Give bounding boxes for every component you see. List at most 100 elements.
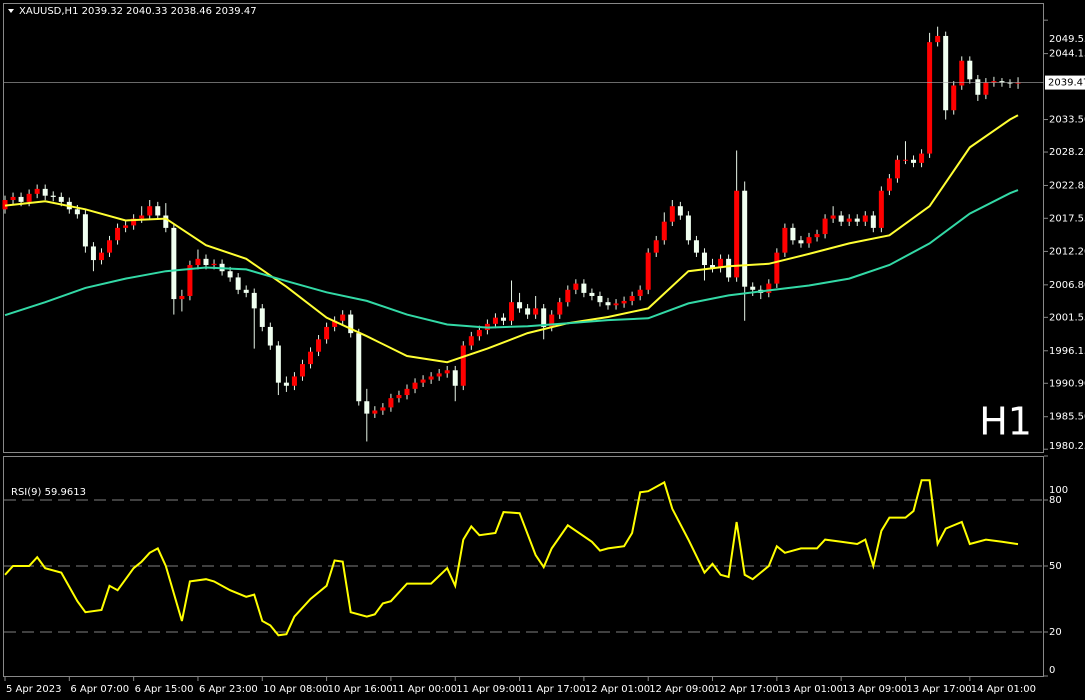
y-tick-label: 80 <box>1049 495 1062 506</box>
candle-body <box>476 330 482 337</box>
candle-body <box>251 292 257 309</box>
candle-body <box>750 286 756 290</box>
candle-body <box>509 302 515 321</box>
moving-average-line <box>4 189 1019 329</box>
candle-body <box>428 376 434 380</box>
candle-body <box>139 215 145 219</box>
candle-body <box>235 277 241 290</box>
rsi-header: RSI(9) 59.9613 <box>11 487 86 498</box>
candle-body <box>661 221 667 241</box>
candle-body <box>131 218 137 226</box>
y-tick-label: 100 <box>1049 485 1068 496</box>
y-tick-label: 2044.15 <box>1049 49 1085 60</box>
candle-body <box>324 326 330 340</box>
candle-body <box>774 252 780 284</box>
candle-body <box>316 339 322 352</box>
candle-body <box>854 218 860 222</box>
timeframe-annotation: H1 <box>979 400 1032 444</box>
candle-body <box>846 218 852 222</box>
candle-body <box>340 314 346 321</box>
candle-body <box>549 314 555 327</box>
candle-body <box>701 252 707 266</box>
candle-body <box>26 193 32 202</box>
candle-body <box>878 190 884 228</box>
candle-body <box>42 188 48 196</box>
candle-body <box>58 196 64 202</box>
candle-body <box>734 190 740 278</box>
candle-body <box>227 271 233 278</box>
candle-body <box>147 206 153 216</box>
candle-body <box>492 317 498 324</box>
candle-body <box>460 345 466 386</box>
candle-body <box>275 345 281 383</box>
y-tick-label: 1980.25 <box>1049 441 1085 452</box>
candle-body <box>179 295 185 300</box>
candle-body <box>911 159 917 163</box>
candle-body <box>283 382 289 386</box>
candle-body <box>171 227 177 300</box>
candle-body <box>710 265 716 269</box>
y-tick-label: 2006.80 <box>1049 280 1085 291</box>
rsi-panel-frame <box>3 456 1044 677</box>
x-tick-label: 12 Apr 17:00 <box>714 684 779 695</box>
y-tick-label: 2012.20 <box>1049 246 1085 257</box>
candle-body <box>10 196 16 201</box>
candle-body <box>115 227 121 241</box>
candle-body <box>935 35 941 43</box>
candle-body <box>404 388 410 396</box>
candle-body <box>838 215 844 222</box>
candle-body <box>388 398 394 408</box>
candle-body <box>919 153 925 163</box>
x-tick-label: 6 Apr 23:00 <box>199 684 258 695</box>
x-tick-label: 12 Apr 09:00 <box>649 684 714 695</box>
candle-body <box>308 351 314 365</box>
candle-body <box>742 190 748 287</box>
x-tick-label: 11 Apr 09:00 <box>456 684 521 695</box>
candle-body <box>726 258 732 278</box>
last-price-label: 2039.47 <box>1048 78 1085 89</box>
candle-body <box>203 258 209 266</box>
candle-body <box>444 370 450 374</box>
price-panel-frame <box>3 3 1044 453</box>
x-tick-label: 12 Apr 01:00 <box>585 684 650 695</box>
candle-body <box>259 308 265 327</box>
candle-body <box>886 178 892 191</box>
candle-body <box>637 289 643 296</box>
y-tick-label: 2022.85 <box>1049 180 1085 191</box>
collapse-icon <box>8 9 14 13</box>
candle-body <box>629 295 635 301</box>
candle-body <box>187 265 193 296</box>
candle-body <box>1007 82 1013 84</box>
candle-body <box>991 81 997 83</box>
candle-body <box>621 300 627 304</box>
candle-body <box>967 60 973 80</box>
candle-body <box>50 195 56 197</box>
candle-body <box>806 237 812 244</box>
candle-body <box>902 159 908 161</box>
candle-body <box>500 317 506 321</box>
candle-body <box>951 85 957 111</box>
candle-body <box>693 240 699 253</box>
y-tick-label: 50 <box>1049 561 1062 572</box>
candle-body <box>766 283 772 293</box>
candle-body <box>565 289 571 303</box>
x-tick-label: 6 Apr 15:00 <box>135 684 194 695</box>
candle-body <box>420 379 426 383</box>
candle-body <box>90 246 96 261</box>
candle-body <box>597 295 603 303</box>
moving-average-line <box>4 114 1019 364</box>
candle-body <box>291 376 297 386</box>
candle-body <box>82 214 88 247</box>
candle-body <box>541 308 547 327</box>
candle-body <box>830 215 836 219</box>
y-tick-label: 0 <box>1049 665 1055 676</box>
candle-body <box>195 258 201 266</box>
x-tick-label: 13 Apr 01:00 <box>778 684 843 695</box>
x-tick-label: 13 Apr 17:00 <box>906 684 971 695</box>
candle-body <box>123 225 129 228</box>
candle-body <box>98 252 104 261</box>
candle-body <box>870 215 876 228</box>
x-tick-label: 10 Apr 08:00 <box>263 684 328 695</box>
